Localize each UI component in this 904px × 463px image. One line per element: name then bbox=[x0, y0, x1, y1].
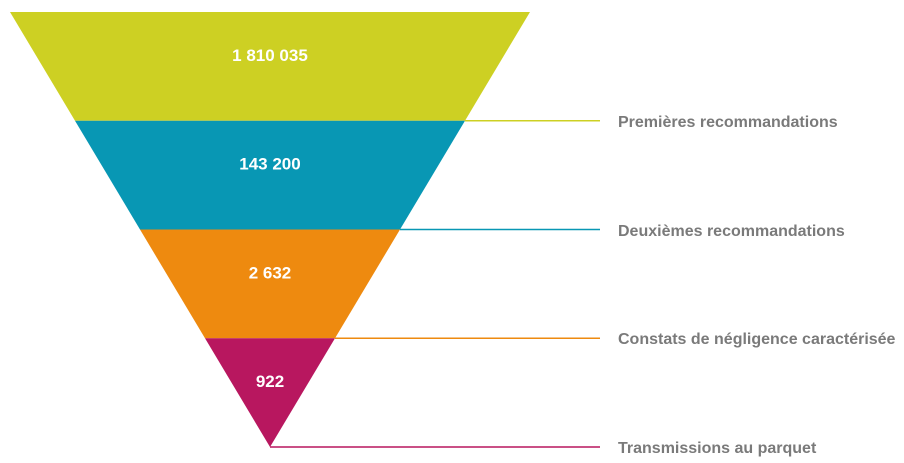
value-label: 922 bbox=[256, 372, 284, 391]
funnel-segment bbox=[10, 12, 530, 121]
category-label: Constats de négligence caractérisée bbox=[618, 331, 896, 349]
value-label: 143 200 bbox=[239, 155, 300, 174]
category-label: Transmissions au parquet bbox=[618, 440, 817, 457]
category-label: Deuxièmes recommandations bbox=[618, 222, 845, 240]
value-label: 2 632 bbox=[249, 263, 292, 282]
funnel-segment bbox=[205, 338, 335, 447]
category-label: Premières recommandations bbox=[618, 113, 838, 131]
value-label: 1 810 035 bbox=[232, 46, 308, 65]
funnel-segment bbox=[140, 229, 400, 339]
funnel-segment bbox=[75, 120, 465, 230]
